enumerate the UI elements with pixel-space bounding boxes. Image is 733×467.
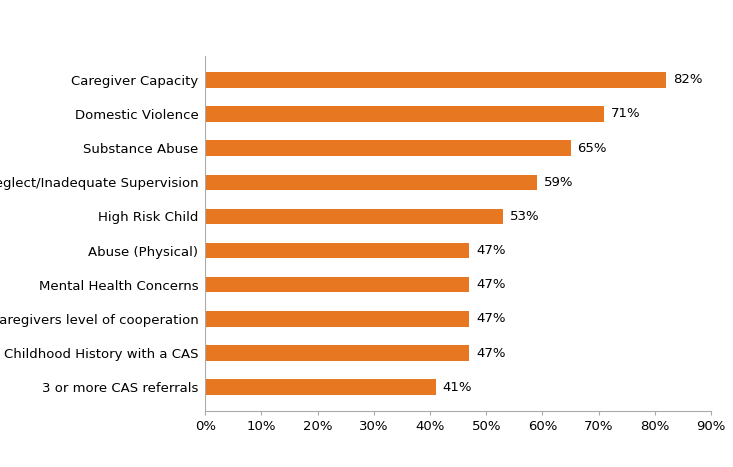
Bar <box>205 175 537 190</box>
Text: 82%: 82% <box>673 73 702 86</box>
Bar <box>205 209 503 224</box>
Bar <box>205 311 469 326</box>
Text: 65%: 65% <box>578 142 607 155</box>
Text: 47%: 47% <box>476 244 506 257</box>
Text: 59%: 59% <box>544 176 573 189</box>
Bar <box>205 243 469 258</box>
Text: 41%: 41% <box>443 381 472 394</box>
Text: 47%: 47% <box>476 278 506 291</box>
Bar <box>205 277 469 292</box>
Bar <box>205 141 570 156</box>
Text: 47%: 47% <box>476 312 506 325</box>
Text: 71%: 71% <box>611 107 641 120</box>
Text: 47%: 47% <box>476 347 506 360</box>
Text: 53%: 53% <box>510 210 539 223</box>
Bar <box>205 345 469 361</box>
Bar <box>205 380 435 395</box>
Bar <box>205 106 604 122</box>
Bar <box>205 72 666 87</box>
